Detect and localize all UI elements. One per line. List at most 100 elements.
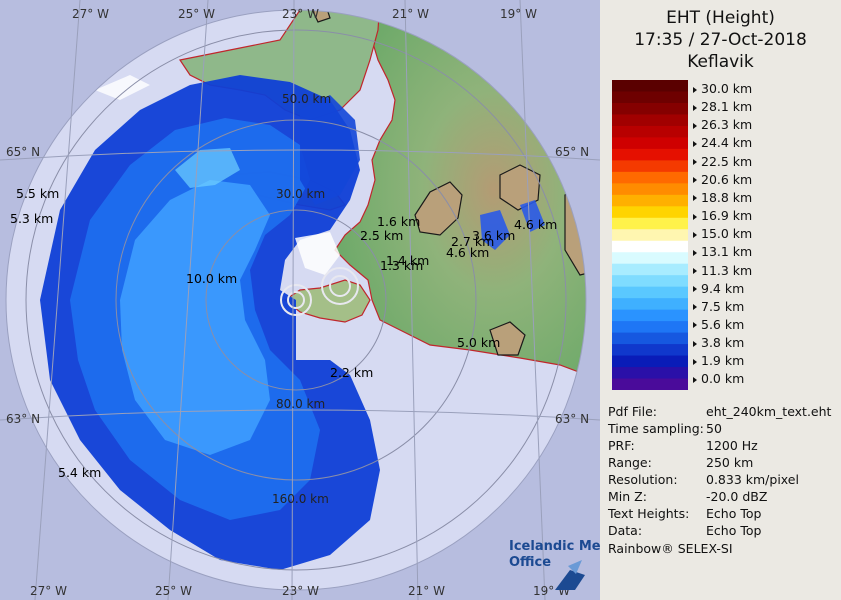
met-office-logo: Icelandic Met Office	[509, 539, 600, 590]
legend-label: 16.9 km	[693, 209, 752, 223]
legend-label: 15.0 km	[693, 227, 752, 241]
info-value: Echo Top	[706, 523, 762, 538]
legend-label-text: 3.8 km	[701, 335, 745, 351]
site-title: Keflavik	[687, 52, 754, 72]
product-title: EHT (Height)	[666, 8, 775, 28]
legend-tick-icon	[693, 122, 697, 129]
legend-tick-icon	[693, 231, 697, 238]
legend-tick-icon	[693, 322, 697, 329]
legend-color-band	[612, 378, 688, 390]
timestamp-title: 17:35 / 27-Oct-2018	[634, 30, 807, 50]
info-value: -20.0 dBZ	[706, 489, 768, 504]
legend-label: 0.0 km	[693, 372, 744, 386]
legend-color-band	[612, 240, 688, 253]
legend-color-band	[612, 114, 688, 127]
legend-label-text: 18.8 km	[701, 189, 753, 205]
logo-line1: Icelandic Met	[509, 539, 600, 554]
echo-height-label: 4.6 km	[514, 217, 557, 232]
echo-height-label: 5.0 km	[457, 335, 500, 350]
info-key: Text Heights:	[608, 506, 690, 521]
legend-label-text: 15.0 km	[701, 226, 753, 242]
radar-site-rings	[280, 267, 359, 316]
radar-map-svg: 27° W 25° W 23° W 21° W 19° W 27° W 25° …	[0, 0, 600, 600]
legend-label-text: 7.5 km	[701, 298, 745, 314]
legend-label-text: 26.3 km	[701, 117, 753, 133]
echo-height-label: 2.7 km	[451, 234, 494, 249]
legend-tick-icon	[693, 268, 697, 274]
legend-color-band	[612, 102, 688, 116]
legend-tick-icon	[693, 340, 697, 347]
echo-height-label: 5.5 km	[16, 186, 59, 201]
legend-tick-icon	[693, 140, 697, 147]
lon-label-bottom: 27° W	[30, 584, 67, 598]
side-panel: EHT (Height) 17:35 / 27-Oct-2018 Keflavi…	[600, 0, 841, 600]
legend-color-band	[612, 183, 688, 196]
legend-tick-icon	[693, 286, 697, 293]
legend-color-band	[612, 321, 688, 334]
echo-height-label: 10.0 km	[186, 271, 237, 286]
info-key: Time sampling:	[608, 421, 704, 436]
range-label: 160.0 km	[272, 492, 329, 506]
logo-line2: Office	[509, 555, 551, 570]
info-key: PRF:	[608, 438, 635, 453]
legend-label: 22.5 km	[693, 154, 752, 169]
legend-label: 18.8 km	[693, 189, 753, 205]
info-value: eht_240km_text.eht	[706, 404, 832, 419]
legend-color-band	[612, 206, 688, 219]
legend-label-text: 13.1 km	[701, 244, 753, 260]
legend-color-band	[612, 275, 688, 288]
legend-label: 1.9 km	[693, 354, 744, 368]
lon-label-top: 21° W	[392, 7, 429, 21]
lon-label-bottom: 25° W	[155, 584, 192, 598]
lon-label-bottom: 21° W	[408, 584, 445, 598]
legend-tick-icon	[693, 159, 697, 166]
legend-label-text: 9.4 km	[701, 280, 745, 296]
legend-color-band	[612, 332, 688, 345]
legend-label-text: 0.0 km	[701, 371, 745, 387]
info-key: Data:	[608, 523, 643, 538]
legend-color-band	[612, 80, 688, 93]
legend-color-band	[612, 229, 688, 242]
echo-height-label: 1.6 km	[377, 214, 420, 229]
legend-color-band	[612, 309, 688, 322]
legend-color-band	[612, 125, 688, 139]
legend-tick-icon	[693, 195, 697, 202]
legend-color-band	[612, 217, 688, 230]
legend-label-text: 1.9 km	[701, 353, 745, 369]
legend-color-band	[612, 171, 688, 184]
echo-height-label: 5.4 km	[58, 465, 101, 480]
info-key: Min Z:	[608, 489, 647, 504]
echo-height-label: 2.5 km	[360, 228, 403, 243]
info-value: 0.833 km/pixel	[706, 472, 799, 487]
legend-color-band	[612, 160, 688, 173]
software-credit: Rainbow® SELEX-SI	[608, 541, 733, 556]
info-value: 1200 Hz	[706, 438, 758, 453]
legend-label-text: 28.1 km	[701, 99, 753, 115]
echo-height-label: 1.4 km	[386, 253, 429, 268]
lat-label-right: 65° N	[555, 145, 589, 159]
range-label: 30.0 km	[276, 187, 325, 201]
legend-label: 7.5 km	[693, 298, 745, 314]
echo-height-label: 5.3 km	[10, 211, 53, 226]
legend-label-text: 30.0 km	[701, 81, 753, 96]
legend-color-band	[612, 91, 688, 104]
legend-label: 30.0 km	[693, 82, 752, 96]
echo-height-label: 4.6 km	[446, 245, 489, 260]
legend-tick-icon	[693, 213, 697, 220]
echo-height-label: 3.6 km	[472, 228, 515, 243]
legend-label: 26.3 km	[693, 118, 752, 132]
legend-tick-icon	[693, 358, 697, 365]
legend-label: 28.1 km	[693, 100, 752, 114]
echo-height-label: 2.2 km	[330, 365, 373, 380]
legend-label-text: 20.6 km	[701, 171, 753, 187]
legend-label-text: 16.9 km	[701, 208, 753, 224]
lon-label-top: 19° W	[500, 7, 537, 21]
legend-label-text: 5.6 km	[701, 316, 745, 332]
info-key: Range:	[608, 455, 652, 470]
range-label: 80.0 km	[276, 397, 325, 411]
legend-color-band	[612, 344, 688, 357]
legend-label: 9.4 km	[693, 280, 745, 296]
legend-color-band	[612, 148, 688, 161]
legend-label: 13.1 km	[693, 245, 752, 259]
lat-label-left: 65° N	[6, 145, 40, 159]
